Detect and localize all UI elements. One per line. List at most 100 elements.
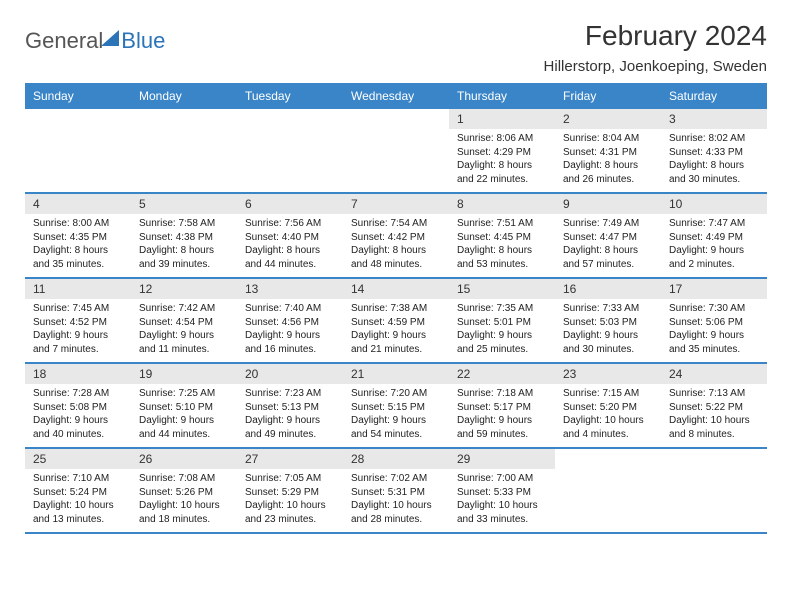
weekday-label: Saturday — [661, 83, 767, 109]
day-cell: 22Sunrise: 7:18 AMSunset: 5:17 PMDayligh… — [449, 364, 555, 447]
day-number: 12 — [131, 279, 237, 299]
weekday-label: Friday — [555, 83, 661, 109]
day-details: Sunrise: 7:20 AMSunset: 5:15 PMDaylight:… — [343, 384, 449, 447]
day-number: 25 — [25, 449, 131, 469]
day-cell: 26Sunrise: 7:08 AMSunset: 5:26 PMDayligh… — [131, 449, 237, 532]
day-number: 29 — [449, 449, 555, 469]
day-cell: 16Sunrise: 7:33 AMSunset: 5:03 PMDayligh… — [555, 279, 661, 362]
month-title: February 2024 — [544, 20, 767, 52]
day-cell: 25Sunrise: 7:10 AMSunset: 5:24 PMDayligh… — [25, 449, 131, 532]
weekday-label: Sunday — [25, 83, 131, 109]
day-details: Sunrise: 7:56 AMSunset: 4:40 PMDaylight:… — [237, 214, 343, 277]
day-details: Sunrise: 7:40 AMSunset: 4:56 PMDaylight:… — [237, 299, 343, 362]
day-number: 5 — [131, 194, 237, 214]
day-cell: 7Sunrise: 7:54 AMSunset: 4:42 PMDaylight… — [343, 194, 449, 277]
weekday-header: SundayMondayTuesdayWednesdayThursdayFrid… — [25, 83, 767, 109]
day-number: 24 — [661, 364, 767, 384]
day-details: Sunrise: 8:00 AMSunset: 4:35 PMDaylight:… — [25, 214, 131, 277]
logo-text-general: General — [25, 28, 103, 54]
week-row: 1Sunrise: 8:06 AMSunset: 4:29 PMDaylight… — [25, 109, 767, 194]
location: Hillerstorp, Joenkoeping, Sweden — [544, 58, 767, 75]
day-number: 15 — [449, 279, 555, 299]
calendar: SundayMondayTuesdayWednesdayThursdayFrid… — [25, 83, 767, 534]
day-number: 27 — [237, 449, 343, 469]
week-row: 4Sunrise: 8:00 AMSunset: 4:35 PMDaylight… — [25, 194, 767, 279]
header: General Blue February 2024 Hillerstorp, … — [25, 20, 767, 75]
day-number: 19 — [131, 364, 237, 384]
day-number: 2 — [555, 109, 661, 129]
day-cell — [555, 449, 661, 532]
day-number: 6 — [237, 194, 343, 214]
weekday-label: Wednesday — [343, 83, 449, 109]
day-details: Sunrise: 8:04 AMSunset: 4:31 PMDaylight:… — [555, 129, 661, 192]
day-cell: 6Sunrise: 7:56 AMSunset: 4:40 PMDaylight… — [237, 194, 343, 277]
title-block: February 2024 Hillerstorp, Joenkoeping, … — [544, 20, 767, 75]
day-cell: 19Sunrise: 7:25 AMSunset: 5:10 PMDayligh… — [131, 364, 237, 447]
week-row: 25Sunrise: 7:10 AMSunset: 5:24 PMDayligh… — [25, 449, 767, 534]
day-number: 22 — [449, 364, 555, 384]
day-number: 10 — [661, 194, 767, 214]
day-details: Sunrise: 7:33 AMSunset: 5:03 PMDaylight:… — [555, 299, 661, 362]
day-cell: 21Sunrise: 7:20 AMSunset: 5:15 PMDayligh… — [343, 364, 449, 447]
day-details: Sunrise: 7:30 AMSunset: 5:06 PMDaylight:… — [661, 299, 767, 362]
day-number: 28 — [343, 449, 449, 469]
day-cell — [661, 449, 767, 532]
day-cell: 1Sunrise: 8:06 AMSunset: 4:29 PMDaylight… — [449, 109, 555, 192]
day-number: 14 — [343, 279, 449, 299]
day-details: Sunrise: 7:51 AMSunset: 4:45 PMDaylight:… — [449, 214, 555, 277]
day-number: 16 — [555, 279, 661, 299]
day-cell: 24Sunrise: 7:13 AMSunset: 5:22 PMDayligh… — [661, 364, 767, 447]
day-cell: 20Sunrise: 7:23 AMSunset: 5:13 PMDayligh… — [237, 364, 343, 447]
weekday-label: Tuesday — [237, 83, 343, 109]
day-number: 1 — [449, 109, 555, 129]
week-row: 18Sunrise: 7:28 AMSunset: 5:08 PMDayligh… — [25, 364, 767, 449]
day-cell: 5Sunrise: 7:58 AMSunset: 4:38 PMDaylight… — [131, 194, 237, 277]
day-number: 21 — [343, 364, 449, 384]
day-cell: 27Sunrise: 7:05 AMSunset: 5:29 PMDayligh… — [237, 449, 343, 532]
day-details: Sunrise: 7:45 AMSunset: 4:52 PMDaylight:… — [25, 299, 131, 362]
day-number: 7 — [343, 194, 449, 214]
day-details: Sunrise: 7:54 AMSunset: 4:42 PMDaylight:… — [343, 214, 449, 277]
day-details: Sunrise: 7:23 AMSunset: 5:13 PMDaylight:… — [237, 384, 343, 447]
day-details: Sunrise: 7:00 AMSunset: 5:33 PMDaylight:… — [449, 469, 555, 532]
day-cell: 12Sunrise: 7:42 AMSunset: 4:54 PMDayligh… — [131, 279, 237, 362]
day-details: Sunrise: 7:05 AMSunset: 5:29 PMDaylight:… — [237, 469, 343, 532]
day-cell: 11Sunrise: 7:45 AMSunset: 4:52 PMDayligh… — [25, 279, 131, 362]
day-cell — [131, 109, 237, 192]
day-details: Sunrise: 7:35 AMSunset: 5:01 PMDaylight:… — [449, 299, 555, 362]
week-row: 11Sunrise: 7:45 AMSunset: 4:52 PMDayligh… — [25, 279, 767, 364]
logo-text-blue: Blue — [121, 28, 165, 54]
day-number: 18 — [25, 364, 131, 384]
day-number: 9 — [555, 194, 661, 214]
day-details: Sunrise: 7:15 AMSunset: 5:20 PMDaylight:… — [555, 384, 661, 447]
day-details: Sunrise: 7:08 AMSunset: 5:26 PMDaylight:… — [131, 469, 237, 532]
day-cell: 17Sunrise: 7:30 AMSunset: 5:06 PMDayligh… — [661, 279, 767, 362]
day-details: Sunrise: 7:47 AMSunset: 4:49 PMDaylight:… — [661, 214, 767, 277]
day-details: Sunrise: 7:25 AMSunset: 5:10 PMDaylight:… — [131, 384, 237, 447]
day-details: Sunrise: 7:18 AMSunset: 5:17 PMDaylight:… — [449, 384, 555, 447]
day-details: Sunrise: 8:02 AMSunset: 4:33 PMDaylight:… — [661, 129, 767, 192]
day-cell — [343, 109, 449, 192]
day-cell — [237, 109, 343, 192]
day-details: Sunrise: 7:10 AMSunset: 5:24 PMDaylight:… — [25, 469, 131, 532]
day-details: Sunrise: 8:06 AMSunset: 4:29 PMDaylight:… — [449, 129, 555, 192]
day-cell: 29Sunrise: 7:00 AMSunset: 5:33 PMDayligh… — [449, 449, 555, 532]
day-details: Sunrise: 7:42 AMSunset: 4:54 PMDaylight:… — [131, 299, 237, 362]
day-details: Sunrise: 7:58 AMSunset: 4:38 PMDaylight:… — [131, 214, 237, 277]
day-details: Sunrise: 7:28 AMSunset: 5:08 PMDaylight:… — [25, 384, 131, 447]
day-cell: 28Sunrise: 7:02 AMSunset: 5:31 PMDayligh… — [343, 449, 449, 532]
day-cell: 23Sunrise: 7:15 AMSunset: 5:20 PMDayligh… — [555, 364, 661, 447]
day-cell: 9Sunrise: 7:49 AMSunset: 4:47 PMDaylight… — [555, 194, 661, 277]
day-number: 8 — [449, 194, 555, 214]
day-details: Sunrise: 7:38 AMSunset: 4:59 PMDaylight:… — [343, 299, 449, 362]
day-cell: 8Sunrise: 7:51 AMSunset: 4:45 PMDaylight… — [449, 194, 555, 277]
day-number: 4 — [25, 194, 131, 214]
day-cell: 2Sunrise: 8:04 AMSunset: 4:31 PMDaylight… — [555, 109, 661, 192]
day-details: Sunrise: 7:13 AMSunset: 5:22 PMDaylight:… — [661, 384, 767, 447]
day-number: 23 — [555, 364, 661, 384]
day-cell: 18Sunrise: 7:28 AMSunset: 5:08 PMDayligh… — [25, 364, 131, 447]
day-cell: 3Sunrise: 8:02 AMSunset: 4:33 PMDaylight… — [661, 109, 767, 192]
day-cell: 15Sunrise: 7:35 AMSunset: 5:01 PMDayligh… — [449, 279, 555, 362]
logo: General Blue — [25, 20, 165, 54]
day-cell: 13Sunrise: 7:40 AMSunset: 4:56 PMDayligh… — [237, 279, 343, 362]
